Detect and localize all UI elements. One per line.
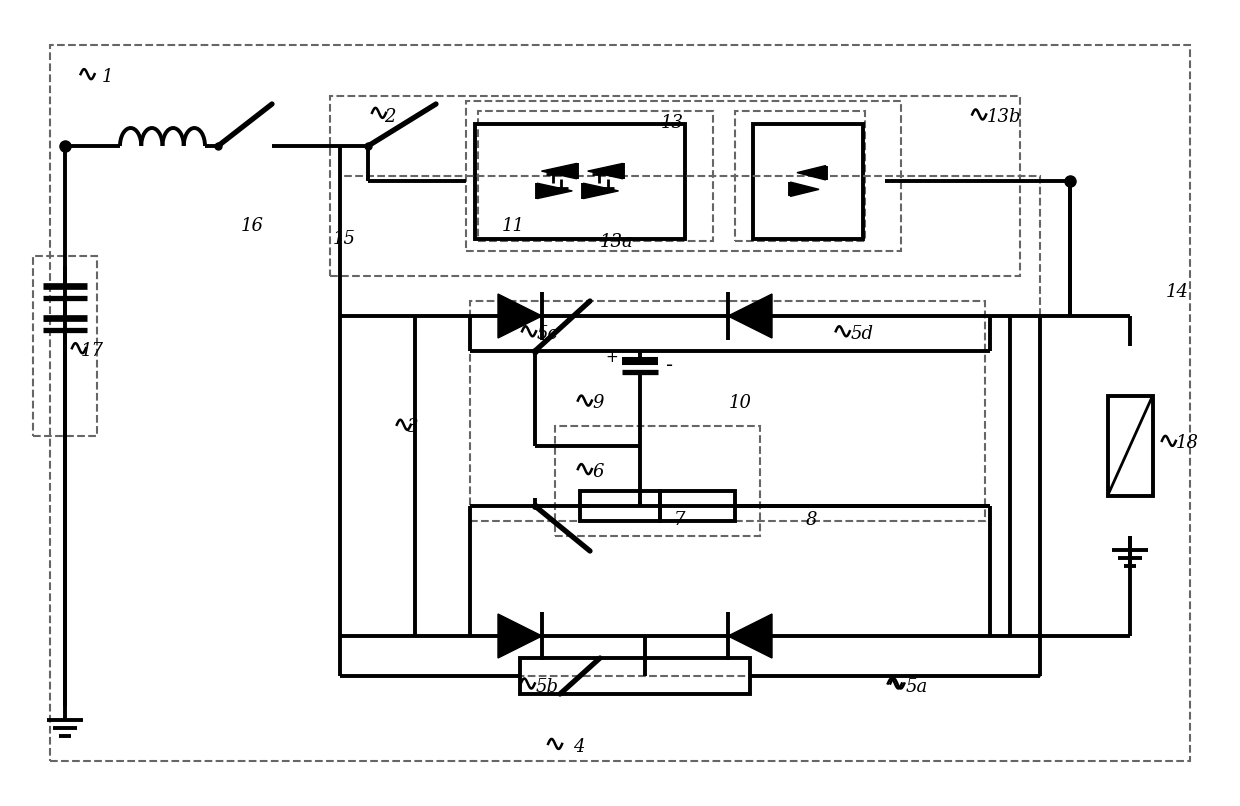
Text: 4: 4	[573, 738, 584, 756]
Bar	[580, 491, 660, 521]
Polygon shape	[790, 182, 818, 197]
Bar	[330, 96, 1021, 276]
Text: 8: 8	[806, 511, 817, 529]
Text: 5a: 5a	[905, 678, 928, 696]
Text: 9: 9	[593, 394, 604, 412]
Text: 3: 3	[407, 418, 418, 436]
Bar	[475, 123, 684, 239]
Text: 11: 11	[502, 217, 526, 235]
Polygon shape	[728, 614, 773, 658]
Bar	[33, 256, 97, 436]
Bar	[556, 426, 760, 536]
Text: 5d: 5d	[851, 326, 874, 343]
Bar	[735, 111, 866, 241]
Text: 16: 16	[241, 217, 264, 235]
Text: 1: 1	[102, 68, 113, 85]
Bar	[50, 45, 1190, 761]
Text: 6: 6	[593, 463, 604, 480]
Bar	[660, 491, 735, 521]
Text: +: +	[605, 351, 619, 365]
Text: 13b: 13b	[987, 108, 1022, 126]
Text: 5c: 5c	[537, 326, 558, 343]
Bar	[477, 111, 713, 241]
Bar	[1107, 396, 1152, 496]
Text: 18: 18	[1176, 434, 1199, 452]
Text: 5b: 5b	[536, 678, 559, 696]
Text: 15: 15	[332, 231, 356, 248]
Bar	[340, 176, 1040, 676]
Text: -: -	[666, 356, 673, 376]
Polygon shape	[728, 294, 773, 338]
Polygon shape	[537, 183, 573, 198]
Bar	[466, 101, 901, 251]
Text: 7: 7	[673, 511, 684, 529]
Polygon shape	[498, 614, 542, 658]
Polygon shape	[498, 294, 542, 338]
Bar	[470, 301, 985, 521]
Text: 17: 17	[81, 342, 104, 359]
Bar	[520, 658, 750, 694]
Text: 14: 14	[1166, 283, 1189, 301]
Text: 13a: 13a	[600, 233, 634, 251]
Polygon shape	[583, 183, 619, 198]
Text: 2: 2	[384, 108, 396, 126]
Polygon shape	[588, 164, 622, 179]
Polygon shape	[797, 165, 826, 180]
Text: 10: 10	[729, 394, 753, 412]
Bar	[753, 123, 863, 239]
Polygon shape	[542, 164, 577, 179]
Text: 13: 13	[661, 114, 684, 131]
